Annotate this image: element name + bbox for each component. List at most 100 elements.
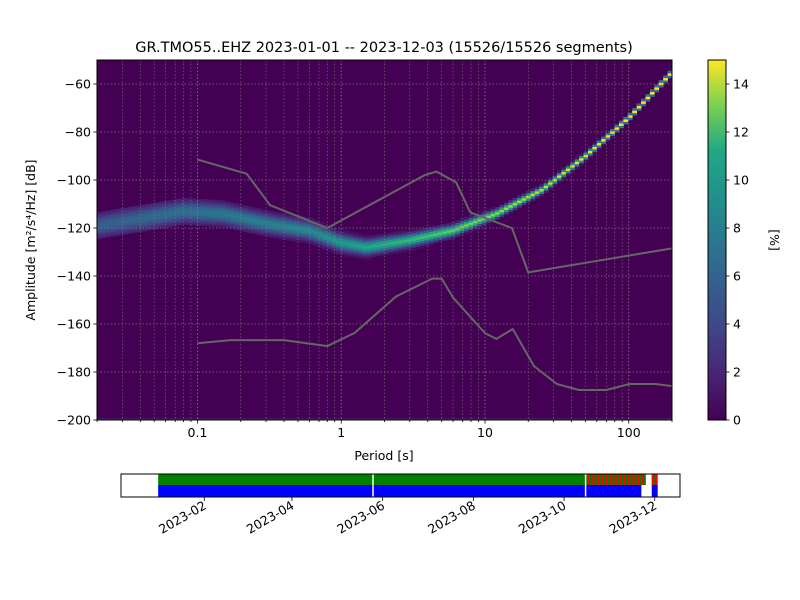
heatmap-cell xyxy=(397,242,403,246)
heatmap-cell xyxy=(344,244,350,248)
heatmap-cell xyxy=(393,238,399,242)
noise-model-nhnm xyxy=(197,158,672,274)
heatmap-cell xyxy=(384,240,390,243)
heatmap-cell xyxy=(388,239,394,243)
heatmap-cell xyxy=(570,160,576,163)
heatmap-cell xyxy=(397,245,403,248)
heatmap-cell xyxy=(287,225,293,229)
y-tick-label: −180 xyxy=(57,365,91,380)
heatmap-cell xyxy=(101,228,107,231)
heatmap-cell xyxy=(282,222,288,226)
heatmap-cell xyxy=(331,228,337,232)
heatmap-cell xyxy=(557,172,562,176)
heatmap-cell xyxy=(508,200,514,203)
heatmap-cell xyxy=(167,209,173,213)
heatmap-cell xyxy=(181,214,186,218)
heatmap-cell xyxy=(101,211,107,214)
heatmap-cell xyxy=(185,222,191,225)
heatmap-cell xyxy=(375,246,381,250)
gap-marker xyxy=(587,474,591,485)
heatmap-cell xyxy=(503,204,509,208)
heatmap-cell xyxy=(291,214,297,218)
heatmap-cell xyxy=(97,231,102,234)
heatmap-cell xyxy=(212,202,217,205)
heatmap-cell xyxy=(512,197,518,201)
heatmap-cell xyxy=(442,228,447,232)
heatmap-cell xyxy=(123,219,129,223)
heatmap-cell xyxy=(158,213,164,217)
heatmap-cell xyxy=(300,235,306,238)
heatmap-cell xyxy=(278,231,284,235)
heatmap-cell xyxy=(194,222,200,226)
heatmap-cell xyxy=(181,205,186,208)
heatmap-cell xyxy=(331,233,337,237)
heatmap-cell xyxy=(654,84,660,88)
colorbar-ticks: 0 2 4 6 8 10 12 14 xyxy=(726,77,749,428)
heatmap-cell xyxy=(127,209,133,212)
heatmap-cell xyxy=(437,232,443,235)
heatmap-cell xyxy=(428,231,434,235)
heatmap-cell xyxy=(247,208,253,212)
heatmap-cell xyxy=(375,234,381,238)
heatmap-cell xyxy=(357,249,363,253)
heatmap-cell xyxy=(114,211,120,215)
heatmap-cell xyxy=(357,247,363,250)
heatmap-cell xyxy=(265,231,270,235)
heatmap-cell xyxy=(207,202,213,205)
gap-marker xyxy=(619,474,622,485)
heatmap-cell xyxy=(176,213,182,216)
heatmap-cell xyxy=(185,212,191,216)
heatmap-cell xyxy=(327,229,332,233)
heatmap-cell xyxy=(512,207,518,211)
heatmap-cell xyxy=(132,208,138,212)
heatmap-cell xyxy=(265,229,270,233)
heatmap-cell xyxy=(172,201,178,205)
heatmap-cell xyxy=(256,213,262,216)
heatmap-cell xyxy=(158,223,164,227)
heatmap-cell xyxy=(154,221,160,225)
heatmap-cell xyxy=(136,210,142,213)
heatmap-cell xyxy=(136,229,142,233)
heatmap-cell xyxy=(530,198,536,201)
heatmap-cell xyxy=(477,223,483,227)
heatmap-cell xyxy=(327,246,332,249)
heatmap-cell xyxy=(247,220,253,224)
heatmap-cell xyxy=(172,221,178,224)
gap-marker xyxy=(632,474,635,485)
heatmap-cell xyxy=(428,241,434,245)
heatmap-cell xyxy=(344,237,350,241)
heatmap-cell xyxy=(273,228,279,232)
heatmap-cell xyxy=(331,245,337,249)
heatmap-cell xyxy=(114,230,120,234)
heatmap-cell xyxy=(136,207,142,211)
heatmap-cell xyxy=(194,213,200,216)
heatmap-cell xyxy=(291,236,297,239)
heatmap-cell xyxy=(428,226,434,230)
heatmap-cell xyxy=(570,169,576,173)
heatmap-cell xyxy=(225,215,231,219)
heatmap-cell xyxy=(442,238,447,242)
heatmap-cell xyxy=(552,176,558,179)
heatmap-cell xyxy=(194,203,200,207)
heatmap-cell xyxy=(189,208,195,211)
heatmap-cell xyxy=(150,217,155,221)
heatmap-cell xyxy=(366,240,372,244)
heatmap-cell xyxy=(123,224,129,228)
heatmap-cell xyxy=(229,202,235,206)
heatmap-cell xyxy=(194,220,200,224)
heatmap-cell xyxy=(508,209,514,213)
heatmap-cell xyxy=(557,179,562,183)
heatmap-cell xyxy=(251,221,257,225)
heatmap-cell xyxy=(260,221,266,224)
heatmap-cell xyxy=(313,231,319,235)
heatmap-cell xyxy=(579,158,584,161)
heatmap-cell xyxy=(322,247,328,250)
heatmap-cell xyxy=(110,217,116,220)
heatmap-cell xyxy=(380,238,385,242)
heatmap-cell xyxy=(141,214,147,217)
heatmap-cell xyxy=(419,231,425,234)
heatmap-cell xyxy=(145,206,151,210)
heatmap-cell xyxy=(411,247,416,251)
heatmap-cell xyxy=(583,149,589,153)
heatmap-cell xyxy=(433,228,438,232)
